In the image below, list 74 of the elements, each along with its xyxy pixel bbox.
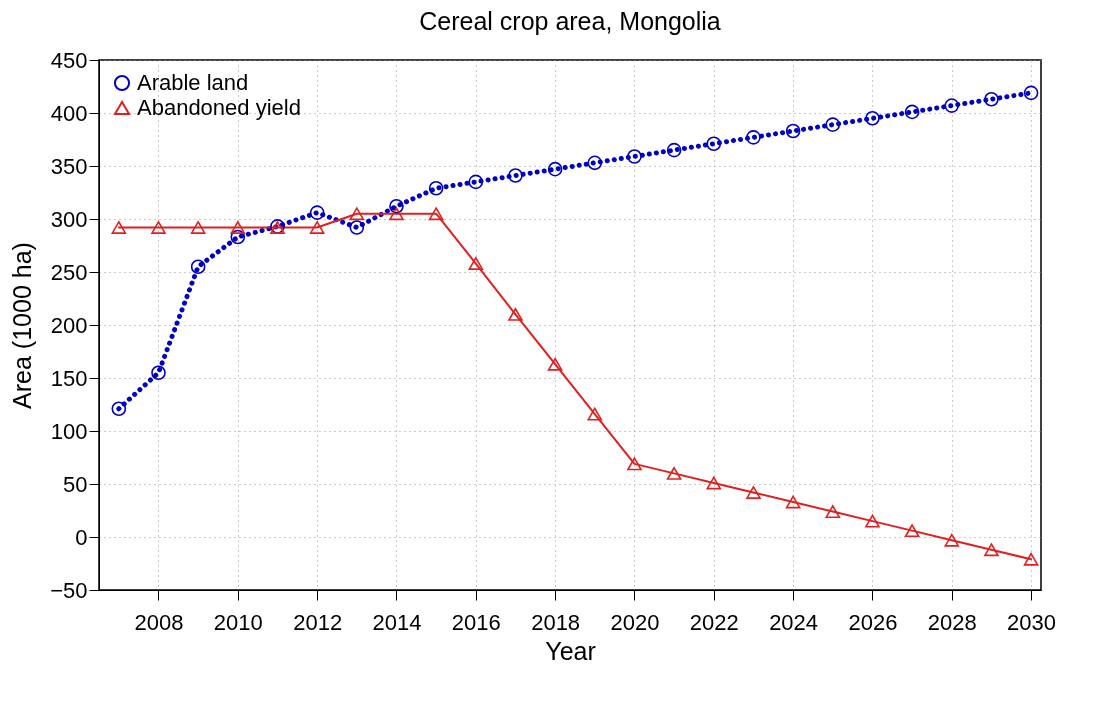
point	[468, 257, 484, 270]
point	[785, 123, 801, 139]
point	[706, 136, 722, 152]
point	[428, 207, 444, 221]
point	[230, 221, 246, 234]
point	[508, 307, 523, 321]
point	[349, 207, 365, 221]
point	[706, 476, 722, 490]
point	[190, 259, 206, 275]
y-tick-label: 100	[50, 418, 88, 444]
point	[666, 466, 682, 480]
x-tick-label: 2020	[610, 609, 660, 635]
y-tick-label: −50	[50, 577, 88, 603]
point	[627, 149, 642, 164]
point	[627, 457, 642, 471]
point	[151, 365, 166, 381]
legend-label: Abandoned yield	[137, 95, 301, 120]
point	[111, 221, 127, 234]
x-tick-label: 2024	[769, 609, 819, 635]
point	[825, 117, 841, 132]
y-tick-label: 300	[50, 206, 88, 232]
x-axis-title: Year	[545, 636, 596, 665]
point	[508, 168, 523, 183]
y-tick-label: 0	[75, 524, 88, 550]
point	[190, 221, 206, 234]
x-tick-label: 2022	[689, 609, 739, 635]
y-tick-label: 400	[50, 100, 88, 126]
point	[547, 161, 563, 177]
point	[230, 229, 246, 245]
point	[587, 155, 603, 171]
point	[468, 174, 484, 190]
y-tick-label: 50	[63, 471, 88, 497]
point	[944, 98, 960, 113]
legend-label: Arable land	[137, 70, 249, 95]
point	[865, 110, 880, 126]
point	[746, 130, 761, 145]
y-tick-label: 150	[50, 365, 88, 391]
point	[309, 221, 325, 234]
point	[904, 524, 920, 538]
x-tick-label: 2016	[451, 609, 501, 635]
x-tick-label: 2018	[531, 609, 581, 635]
point	[587, 407, 603, 421]
y-tick-label: 350	[50, 153, 88, 179]
point	[904, 104, 920, 120]
point	[666, 142, 682, 158]
point	[111, 401, 127, 417]
point	[1023, 552, 1039, 566]
x-tick-label: 2010	[213, 609, 263, 635]
chart-title: Cereal crop area, Mongolia	[419, 7, 721, 35]
point	[865, 514, 880, 528]
point	[428, 180, 444, 196]
point	[825, 505, 841, 519]
point	[309, 205, 325, 220]
point	[151, 221, 166, 234]
y-tick-label: 200	[50, 312, 88, 338]
x-tick-label: 2028	[927, 609, 977, 635]
x-tick-label: 2014	[372, 609, 422, 635]
point	[746, 486, 761, 499]
x-tick-label: 2008	[134, 609, 184, 635]
point	[389, 207, 404, 221]
x-tick-label: 2030	[1007, 609, 1057, 635]
point	[984, 543, 999, 557]
point	[547, 357, 563, 371]
y-tick-label: 250	[50, 259, 88, 285]
y-axis-title: Area (1000 ha)	[8, 242, 37, 409]
x-tick-label: 2012	[293, 609, 343, 635]
point	[984, 91, 999, 107]
y-tick-label: 450	[50, 47, 88, 73]
point	[389, 198, 404, 214]
x-tick-label: 2026	[848, 609, 898, 635]
point	[1023, 85, 1039, 101]
point	[349, 220, 365, 235]
point	[785, 495, 801, 509]
point	[944, 533, 960, 547]
